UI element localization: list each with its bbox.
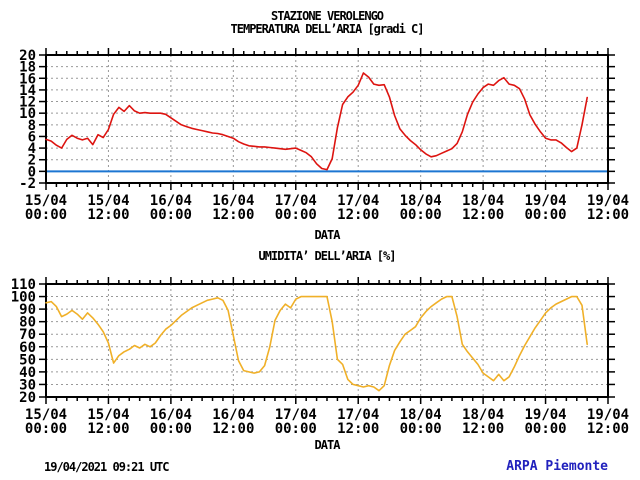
x-tick-label-time: 12:00	[462, 421, 504, 437]
x-tick-label-date: 16/04	[150, 193, 192, 209]
temperature-chart-title: TEMPERATURA DELL’ARIA [gradi C]	[230, 22, 425, 36]
y-tick-label: 20	[19, 48, 36, 64]
x-tick-label-time: 12:00	[212, 207, 254, 223]
x-tick-label-time: 00:00	[150, 421, 192, 437]
x-tick-label-time: 00:00	[524, 207, 566, 223]
x-tick-label-date: 16/04	[150, 407, 192, 423]
x-tick-label-date: 15/04	[25, 407, 67, 423]
x-tick-label-date: 18/04	[462, 193, 504, 209]
x-tick-label-time: 00:00	[150, 207, 192, 223]
footer-timestamp: 19/04/2021 09:21 UTC	[44, 460, 169, 474]
y-tick-label: 80	[19, 315, 36, 331]
x-tick-label-date: 18/04	[400, 407, 442, 423]
footer-credit: ARPA Piemonte	[506, 459, 608, 474]
y-tick-label: 0	[28, 164, 36, 180]
x-tick-label-date: 16/04	[212, 407, 254, 423]
x-tick-label-time: 12:00	[337, 207, 379, 223]
y-tick-label: 110	[11, 277, 36, 293]
series-temperatura	[45, 72, 589, 171]
x-tick-label-date: 15/04	[87, 407, 129, 423]
y-tick-label: 16	[19, 71, 36, 87]
x-tick-label-date: 19/04	[524, 407, 566, 423]
x-tick-label-date: 19/04	[587, 407, 629, 423]
y-tick-label: 90	[19, 302, 36, 318]
x-tick-label-date: 15/04	[87, 193, 129, 209]
x-tick-label-date: 19/04	[524, 193, 566, 209]
x-tick-label-time: 12:00	[337, 421, 379, 437]
x-tick-label-time: 00:00	[25, 207, 67, 223]
y-tick-label: 60	[19, 340, 36, 356]
y-tick-label: 20	[19, 390, 36, 406]
x-tick-label-time: 12:00	[212, 421, 254, 437]
x-tick-label-date: 17/04	[275, 193, 317, 209]
x-tick-label-time: 00:00	[524, 421, 566, 437]
y-tick-label: 12	[19, 95, 36, 111]
y-tick-label: 10	[19, 106, 36, 122]
y-tick-label: 2	[28, 153, 36, 169]
x-tick-label-date: 15/04	[25, 193, 67, 209]
x-tick-label-time: 12:00	[87, 207, 129, 223]
x-tick-label-date: 18/04	[462, 407, 504, 423]
x-tick-label-time: 00:00	[275, 421, 317, 437]
x-axis-label-temperature: DATA	[314, 228, 341, 242]
x-tick-label-date: 19/04	[587, 193, 629, 209]
x-tick-label-time: 12:00	[462, 207, 504, 223]
humidity-chart: 110100908070605040302015/0400:0015/0412:…	[11, 277, 629, 437]
series-umidita	[45, 295, 589, 392]
y-tick-label: 14	[19, 83, 36, 99]
x-tick-label-time: 12:00	[87, 421, 129, 437]
y-tick-label: 8	[28, 118, 36, 134]
x-tick-label-time: 00:00	[400, 207, 442, 223]
x-tick-label-time: 00:00	[25, 421, 67, 437]
x-tick-label-date: 17/04	[337, 407, 379, 423]
temperature-chart: 20181614121086420-215/0400:0015/0412:001…	[19, 48, 629, 223]
y-tick-label: 70	[19, 327, 36, 343]
x-tick-label-time: 00:00	[400, 421, 442, 437]
humidity-chart-title: UMIDITA’ DELL’ARIA [%]	[258, 249, 397, 263]
x-tick-label-date: 17/04	[337, 193, 379, 209]
x-tick-label-time: 12:00	[587, 421, 629, 437]
station-title: STAZIONE VEROLENGO	[270, 9, 384, 23]
y-tick-label: 100	[11, 290, 36, 306]
y-tick-label: 30	[19, 377, 36, 393]
y-tick-label: 50	[19, 352, 36, 368]
y-tick-label: 4	[28, 141, 36, 157]
x-tick-label-date: 18/04	[400, 193, 442, 209]
x-tick-label-date: 17/04	[275, 407, 317, 423]
x-tick-label-date: 16/04	[212, 193, 254, 209]
y-tick-label: -2	[19, 176, 36, 192]
y-tick-label: 6	[28, 129, 36, 145]
y-tick-label: 18	[19, 60, 36, 76]
x-axis-label-humidity: DATA	[314, 438, 341, 452]
x-tick-label-time: 00:00	[275, 207, 317, 223]
x-tick-label-time: 12:00	[587, 207, 629, 223]
y-tick-label: 40	[19, 365, 36, 381]
